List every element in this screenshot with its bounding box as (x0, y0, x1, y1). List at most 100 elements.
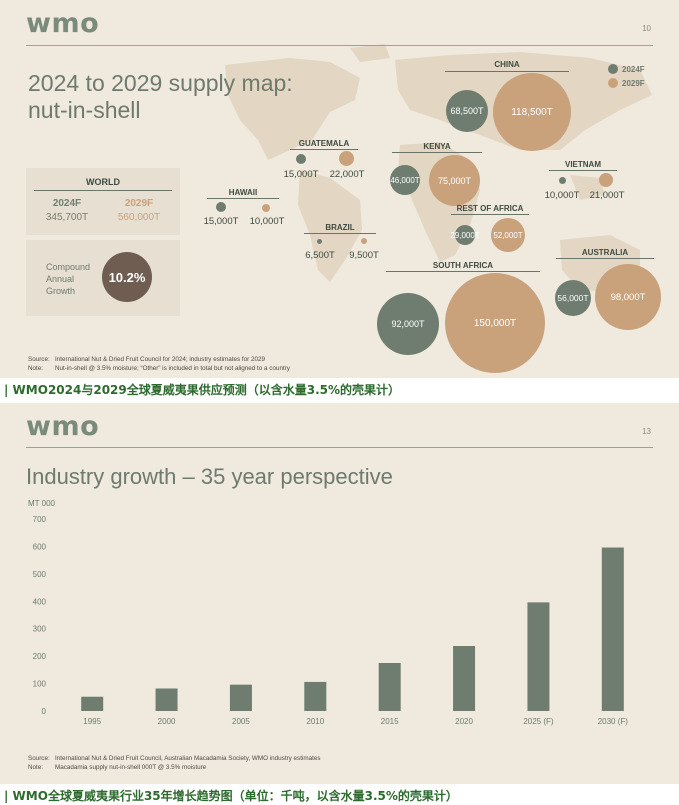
note-text: Macadamia supply nut-in-shell 000T @ 3.5… (55, 764, 207, 771)
bar-2030-f (601, 547, 624, 711)
note-line: Note: Nut-in-shell @ 3.5% moisture; “Othe… (28, 365, 290, 372)
region-underline-rest-of-africa (451, 214, 529, 215)
region-label-guatemala: GUATEMALA (298, 139, 350, 148)
world-divider (34, 190, 172, 191)
title-line-2: nut-in-shell (28, 97, 141, 123)
legend-swatch-2029 (608, 78, 618, 88)
value-vietnam-2029: 21,000T (589, 190, 625, 201)
x-axis-ticks: 1995 2000 2005 2010 2015 2020 2025 (F) 2030 (F) (83, 717, 628, 726)
cagr-value-circle: 10.2% (102, 252, 152, 302)
legend-item-2029: 2029F (608, 78, 645, 88)
world-totals-box: WORLD 2024F 345,700T 2029F 560,000T (26, 168, 180, 235)
wmo-logo: wmo (26, 411, 100, 442)
bubble-vietnam-2024 (559, 177, 566, 184)
bubble-australia-2029: 98,000T (595, 264, 661, 330)
region-underline-hawaii (207, 198, 279, 199)
bar-1995 (81, 696, 104, 711)
x-tick-label: 2005 (232, 717, 250, 726)
x-tick-label: 2025 (F) (523, 717, 554, 726)
source-key: Source: (28, 356, 50, 363)
value-brazil-2024: 6,500T (305, 250, 335, 261)
legend-label-2029: 2029F (622, 78, 645, 88)
bubble-china-2029: 118,500T (493, 73, 571, 151)
world-title: WORLD (86, 177, 120, 187)
region-underline-brazil (304, 233, 376, 234)
source-line: Source: International Nut & Dried Fruit C… (28, 755, 321, 762)
bubble-australia-2024: 56,000T (555, 280, 591, 316)
region-label-brazil: BRAZIL (325, 223, 355, 232)
value-guatemala-2029: 22,000T (329, 169, 365, 180)
bubble-china-2024: 68,500T (446, 90, 488, 132)
legend-item-2024: 2024F (608, 64, 645, 74)
region-underline-australia (556, 258, 654, 259)
bubble-brazil-2024 (317, 239, 322, 244)
world-col-2024: 2024F 345,700T (32, 198, 102, 223)
page-number: 13 (642, 427, 651, 436)
y-tick-label: 500 (33, 570, 47, 579)
bar-2010 (304, 681, 327, 711)
bubble-rest-of-africa-2029: 52,000T (491, 218, 525, 252)
bar-2025-f (527, 602, 550, 711)
bubble-hawaii-2029 (262, 204, 270, 212)
value-hawaii-2029: 10,000T (249, 216, 285, 227)
note-text: Nut-in-shell @ 3.5% moisture; “Other” is… (55, 365, 290, 372)
source-line: Source: International Nut & Dried Fruit C… (28, 356, 265, 363)
value-brazil-2029: 9,500T (349, 250, 379, 261)
caption-supply-map: | WMO2024与2029全球夏威夷果供应预测（以含水量3.5%的壳果计） (4, 383, 401, 397)
bubble-guatemala-2029 (339, 151, 354, 166)
world-label-2024: 2024F (52, 198, 82, 209)
note-line: Note: Macadamia supply nut-in-shell 000T … (28, 764, 206, 771)
x-tick-label: 2015 (381, 717, 399, 726)
x-tick-label: 2000 (158, 717, 176, 726)
slide-title: Industry growth – 35 year perspective (26, 464, 393, 489)
slide-title: 2024 to 2029 supply map: nut-in-shell (28, 70, 293, 124)
industry-growth-bar-chart: MT 000 0 100 200 300 400 500 600 700 1995 2000 20… (28, 499, 628, 726)
bubble-south-africa-2029: 150,000T (445, 273, 545, 373)
bar-2000 (155, 688, 178, 711)
world-label-2029: 2029F (124, 198, 154, 209)
value-vietnam-2024: 10,000T (544, 190, 580, 201)
bars (81, 547, 624, 711)
region-label-hawaii: HAWAII (228, 188, 258, 197)
value-guatemala-2024: 15,000T (283, 169, 319, 180)
title-line-1: 2024 to 2029 supply map: (28, 70, 293, 96)
y-tick-label: 0 (42, 707, 47, 716)
legend-label-2024: 2024F (622, 64, 645, 74)
page-number: 10 (642, 24, 651, 33)
cagr-box: Compound Annual Growth 10.2% (26, 240, 180, 316)
caption-industry-growth: | WMO全球夏威夷果行业35年增长趋势图（单位：千吨，以含水量3.5%的壳果计… (4, 789, 458, 803)
region-label-vietnam: VIETNAM (565, 160, 601, 169)
note-key: Note: (28, 764, 44, 771)
region-label-china: CHINA (494, 60, 520, 69)
source-text: International Nut & Dried Fruit Council … (55, 356, 265, 363)
region-underline-vietnam (549, 170, 617, 171)
bubble-rest-of-africa-2024: 29,000T (450, 225, 480, 245)
bubble-guatemala-2024 (296, 154, 306, 164)
region-underline-south-africa (386, 271, 540, 272)
world-value-2024: 345,700T (45, 212, 89, 223)
world-col-2029: 2029F 560,000T (104, 198, 174, 223)
y-axis-label: MT 000 (28, 499, 56, 508)
bubble-hawaii-2024 (216, 202, 226, 212)
bar-2015 (378, 663, 401, 711)
value-hawaii-2024: 15,000T (203, 216, 239, 227)
region-label-rest-of-africa: REST OF AFRICA (456, 204, 524, 213)
wmo-logo: wmo (26, 8, 100, 39)
x-tick-label: 2010 (306, 717, 324, 726)
y-tick-label: 400 (33, 597, 47, 606)
bubble-kenya-2029: 75,000T (429, 155, 480, 206)
y-tick-label: 200 (33, 652, 47, 661)
x-tick-label: 2030 (F) (598, 717, 629, 726)
y-tick-label: 300 (33, 625, 47, 634)
bubble-vietnam-2029 (599, 173, 613, 187)
y-tick-label: 600 (33, 542, 47, 551)
world-value-2029: 560,000T (117, 212, 161, 223)
x-tick-label: 1995 (83, 717, 101, 726)
source-text: International Nut & Dried Fruit Council,… (55, 755, 321, 762)
cagr-label-line-1: Compound (46, 262, 91, 272)
y-tick-label: 100 (33, 680, 47, 689)
region-label-kenya: KENYA (423, 142, 451, 151)
y-axis-ticks: 0 100 200 300 400 500 600 700 (33, 515, 47, 716)
region-underline-china (445, 71, 569, 72)
bubble-brazil-2029 (361, 238, 367, 244)
